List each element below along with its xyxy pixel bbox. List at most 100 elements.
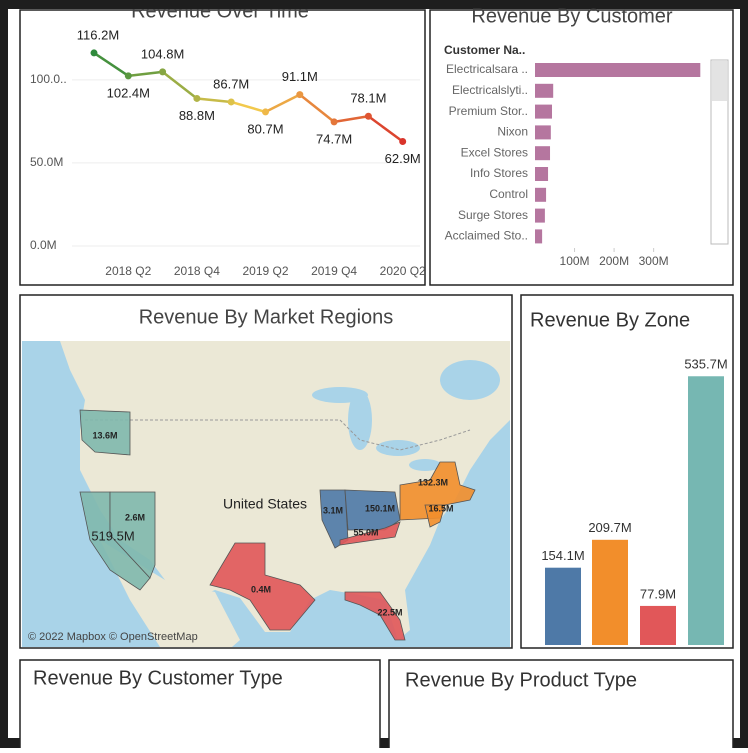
category-label: Acclaimed Sto.. xyxy=(445,229,528,243)
x-tick-label: 2019 Q2 xyxy=(242,264,288,278)
line-segment xyxy=(367,115,404,143)
category-label: Surge Stores xyxy=(458,208,528,222)
region-label: 150.1M xyxy=(365,503,395,513)
value-label: 86.7M xyxy=(213,76,249,91)
x-tick-label: 2019 Q4 xyxy=(311,264,357,278)
chart-title: Revenue By Zone xyxy=(530,309,690,331)
line-segment xyxy=(264,93,301,114)
value-label: 104.8M xyxy=(141,46,184,61)
region xyxy=(79,409,131,456)
bar xyxy=(640,605,676,645)
region xyxy=(209,542,316,631)
chart-title: Revenue By Customer xyxy=(471,5,673,27)
point xyxy=(399,137,407,145)
value-label: 91.1M xyxy=(282,69,318,84)
x-tick-label: 200M xyxy=(599,254,629,268)
panel xyxy=(19,659,381,751)
panel-title: Revenue By Product Type xyxy=(405,669,637,691)
region xyxy=(339,521,401,546)
panel xyxy=(388,659,734,751)
column-header: Customer Na.. xyxy=(444,43,525,57)
line-segment xyxy=(196,97,232,104)
bar xyxy=(535,63,701,77)
bar xyxy=(535,146,551,161)
point xyxy=(159,68,167,76)
region-label: 13.6M xyxy=(92,430,117,440)
bar xyxy=(535,104,553,119)
region xyxy=(109,491,156,579)
region-label: 519.5M xyxy=(91,528,134,543)
value-label: 77.9M xyxy=(640,586,676,601)
value-label: 62.9M xyxy=(385,151,421,166)
frame-top xyxy=(0,0,748,9)
point xyxy=(124,72,132,80)
panel xyxy=(429,9,734,286)
x-tick-label: 2018 Q4 xyxy=(174,264,220,278)
x-tick-label: 2020 Q2 xyxy=(380,264,426,278)
lake xyxy=(348,390,372,450)
x-tick-label: 300M xyxy=(639,254,669,268)
point xyxy=(364,112,372,120)
panel-title: Revenue By Customer Type xyxy=(33,667,283,689)
region-label: 0.4M xyxy=(251,584,271,594)
region-label: 2.6M xyxy=(125,512,145,522)
y-tick-label: 0.0M xyxy=(30,238,57,252)
y-tick-label: 50.0M xyxy=(30,155,63,169)
value-label: 102.4M xyxy=(107,85,150,100)
bar xyxy=(545,567,581,645)
country-label: United States xyxy=(223,496,307,512)
region xyxy=(399,461,476,521)
scrollbar[interactable] xyxy=(710,59,729,245)
value-label: 209.7M xyxy=(588,520,631,535)
lake xyxy=(409,459,441,471)
point xyxy=(296,91,304,99)
bar xyxy=(535,229,543,244)
lake xyxy=(440,360,500,400)
value-label: 154.1M xyxy=(541,548,584,563)
bar xyxy=(535,83,554,98)
attribution: © 2022 Mapbox © OpenStreetMap xyxy=(28,631,198,643)
line-segment xyxy=(161,70,198,100)
region-label: 132.3M xyxy=(418,477,448,487)
map: 13.6M 519.5M 2.6M 0.4M 3.1M 150.1M 55.0M 132.3M… xyxy=(22,341,510,647)
value-label: 78.1M xyxy=(350,91,386,106)
bar xyxy=(535,167,549,181)
point xyxy=(193,94,201,102)
line-segment xyxy=(230,100,266,114)
region-label: 55.0M xyxy=(353,527,378,537)
bar xyxy=(535,125,551,140)
category-label: Premium Stor.. xyxy=(449,104,528,118)
value-label: 535.7M xyxy=(684,357,727,372)
y-tick-label: 100.0.. xyxy=(30,72,67,86)
panel xyxy=(19,9,426,286)
chart-title: Revenue By Market Regions xyxy=(139,306,394,328)
region xyxy=(344,591,406,641)
bar xyxy=(535,187,547,202)
value-label: 74.7M xyxy=(316,131,352,146)
border xyxy=(85,419,471,451)
bar xyxy=(592,539,628,645)
x-tick-label: 100M xyxy=(560,254,590,268)
value-label: 80.7M xyxy=(247,121,283,136)
category-label: Info Stores xyxy=(470,166,528,180)
region-label: 16.5M xyxy=(428,503,453,513)
bar xyxy=(535,208,545,223)
category-label: Nixon xyxy=(497,125,528,139)
category-label: Control xyxy=(489,187,528,201)
x-tick-label: 2018 Q2 xyxy=(105,264,151,278)
scroll-thumb[interactable] xyxy=(712,61,727,101)
line-segment xyxy=(128,70,163,78)
region-label: 3.1M xyxy=(323,505,343,515)
point xyxy=(227,98,235,106)
category-label: Electricalslyti.. xyxy=(452,83,528,97)
region-label: 22.5M xyxy=(377,607,402,617)
point xyxy=(90,49,98,57)
value-label: 88.8M xyxy=(179,108,215,123)
point xyxy=(330,118,338,126)
value-label: 116.2M xyxy=(77,27,119,42)
region xyxy=(424,504,446,528)
category-label: Excel Stores xyxy=(461,145,528,159)
point xyxy=(262,108,269,116)
